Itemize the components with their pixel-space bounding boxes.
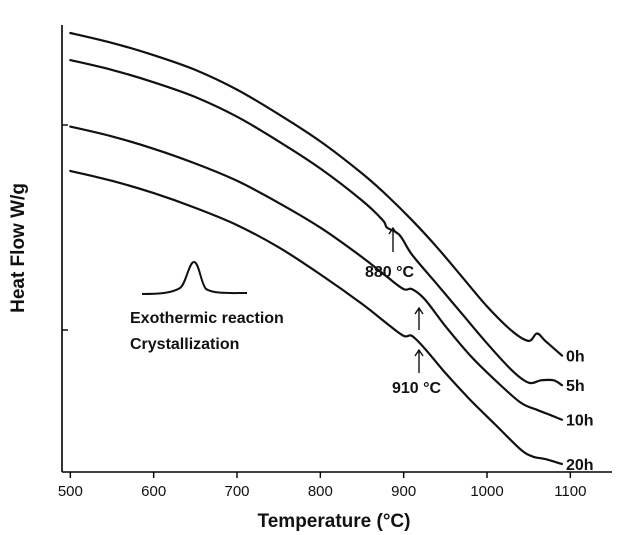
series-line-0h [69,31,564,357]
arrow-910-lower [414,348,424,373]
annotation-880: 880 °C [365,264,415,281]
x-ticks: 500 600 700 800 900 1000 1100 [58,472,586,500]
series-line-10h [69,125,564,421]
series-group [69,31,564,466]
x-tick-label: 800 [308,483,333,500]
series-line-20h [69,169,564,466]
x-tick-label: 1100 [554,483,586,500]
annotation-910: 910 °C [392,380,442,397]
x-tick-label: 1000 [470,483,503,500]
x-tick-label: 700 [224,483,249,500]
x-tick-label: 500 [58,483,83,500]
x-tick-label: 600 [141,483,166,500]
annotation-crystallization: Crystallization [130,336,239,353]
series-labels: 0h 5h 10h 20h [566,349,594,474]
arrow-910-upper [414,306,424,330]
series-label-5h: 5h [566,378,585,395]
series-label-10h: 10h [566,413,594,430]
inset-exotherm-peak [141,260,248,295]
series-label-20h: 20h [566,457,594,474]
x-tick-label: 900 [391,483,416,500]
x-axis-label: Temperature (°C) [258,511,411,532]
annotation-exothermic: Exothermic reaction [130,310,284,327]
y-axis-label: Heat Flow W/g [8,183,29,313]
series-label-0h: 0h [566,349,585,366]
arrow-880 [388,226,398,252]
